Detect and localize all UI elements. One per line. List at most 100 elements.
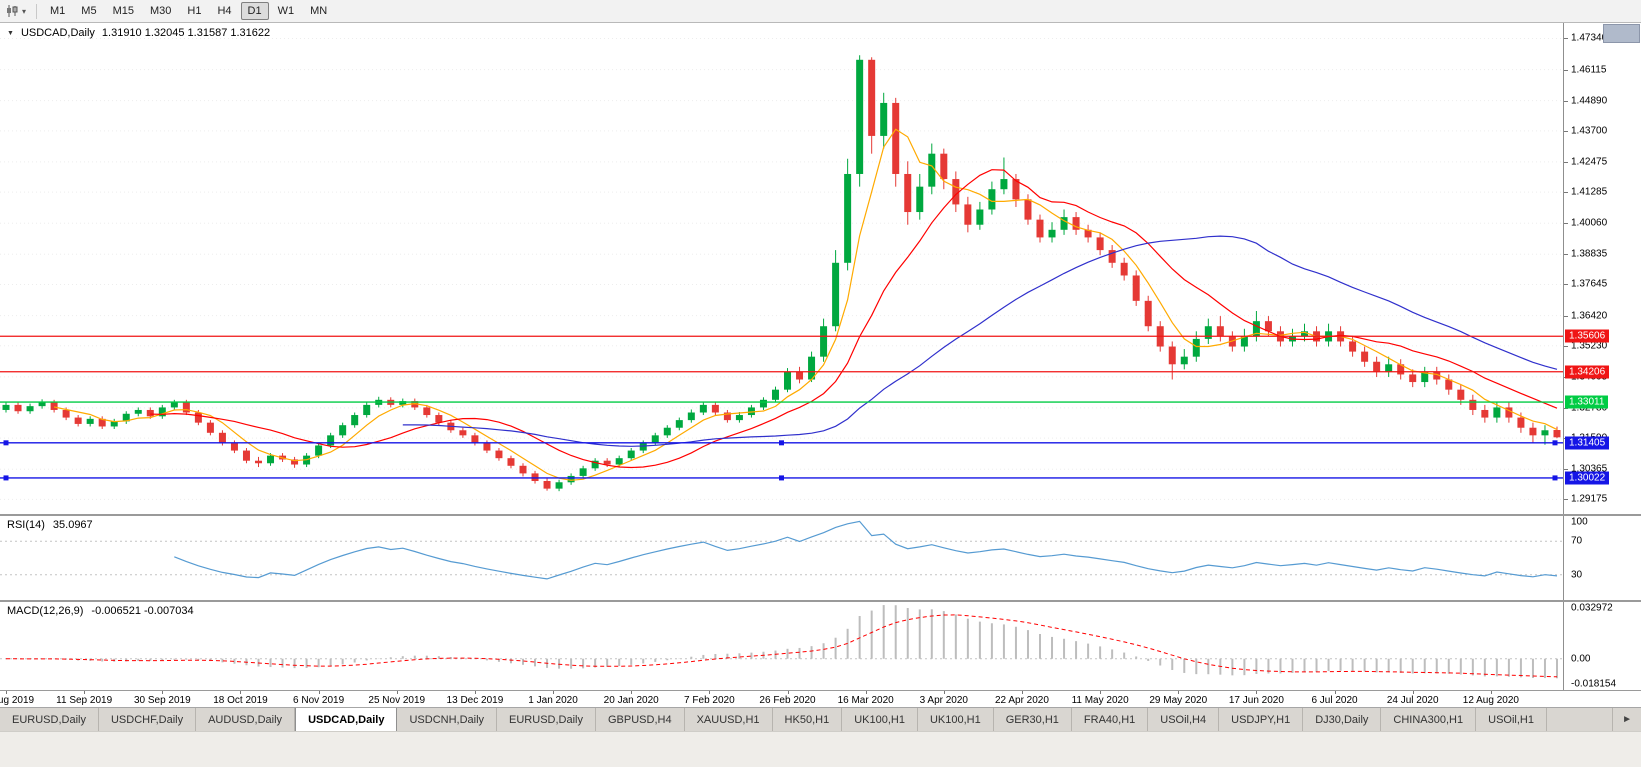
date-label: 18 Oct 2019 [213, 695, 268, 706]
date-tick [474, 691, 476, 694]
tf-button-d1[interactable]: D1 [240, 2, 269, 20]
tab-fra40-h1[interactable]: FRA40,H1 [1072, 708, 1149, 731]
macd-scale: 0.032972 0.00 -0.018154 [1563, 602, 1641, 690]
price-tick-label: 1.37645 [1571, 278, 1608, 290]
macd-label: MACD(12,26,9) -0.006521 -0.007034 [7, 605, 194, 617]
symbol-dropdown-icon[interactable]: ▼ [7, 29, 14, 37]
hline-handle[interactable] [3, 440, 9, 446]
tab-uk100-h1[interactable]: UK100,H1 [842, 708, 918, 731]
price-tick-mark [1564, 69, 1568, 71]
rsi-label: RSI(14) 35.0967 [7, 519, 93, 531]
candlestick-chart-icon[interactable] [5, 4, 20, 18]
date-label: 13 Dec 2019 [446, 695, 504, 706]
price-tick-label: 1.38835 [1571, 248, 1608, 260]
date-label: 17 Jun 2020 [1228, 695, 1284, 706]
hline-handle[interactable] [1552, 440, 1558, 446]
price-tick-mark [1564, 345, 1568, 347]
tab-eurusd-daily[interactable]: EURUSD,Daily [0, 708, 99, 731]
date-tick [709, 691, 711, 694]
price-tick-label: 1.43700 [1571, 125, 1608, 137]
scale-scrollbar-thumb[interactable] [1603, 24, 1640, 43]
tf-button-m1[interactable]: M1 [50, 5, 66, 17]
date-tick [1021, 691, 1023, 694]
tab-dj30-daily[interactable]: DJ30,Daily [1303, 708, 1382, 731]
price-tick-mark [1564, 130, 1568, 132]
price-tick-label: 1.40060 [1571, 217, 1608, 229]
date-label: 23 Aug 2019 [0, 695, 35, 706]
date-tick [84, 691, 86, 694]
price-tick-mark [1564, 315, 1568, 317]
tab-usdcnh-daily[interactable]: USDCNH,Daily [397, 708, 498, 731]
date-label: 7 Feb 2020 [684, 695, 735, 706]
price-tick-label: 1.44890 [1571, 95, 1608, 107]
price-tick-mark [1564, 192, 1568, 194]
date-label: 11 Sep 2019 [56, 695, 113, 706]
hline-price-label: 1.34206 [1565, 365, 1610, 379]
price-tick-label: 1.30365 [1571, 463, 1608, 475]
ma-34-line [402, 235, 1558, 447]
date-tick [1334, 691, 1336, 694]
date-tick [240, 691, 242, 694]
date-label: 20 Jan 2020 [603, 695, 659, 706]
date-label: 6 Jul 2020 [1311, 695, 1358, 706]
macd-panel: 0.032972 0.00 -0.018154 MACD(12,26,9) -0.0… [0, 602, 1641, 690]
tf-button-h4[interactable]: H4 [217, 5, 232, 17]
price-tick-label: 1.47340 [1571, 32, 1608, 44]
tab-usdcad-daily[interactable]: USDCAD,Daily [295, 708, 398, 731]
price-tick-mark [1564, 161, 1568, 163]
hline-handle[interactable] [1552, 475, 1558, 481]
price-tick-label: 1.36420 [1571, 310, 1608, 322]
tf-button-h1[interactable]: H1 [187, 5, 202, 17]
tab-scroll-right-button[interactable]: ► [1612, 708, 1641, 731]
tab-gbpusd-h4[interactable]: GBPUSD,H4 [596, 708, 685, 731]
tab-usoil-h4[interactable]: USOil,H4 [1148, 708, 1220, 731]
tab-uk100-h1[interactable]: UK100,H1 [918, 708, 994, 731]
tab-usdchf-daily[interactable]: USDCHF,Daily [99, 708, 197, 731]
tab-usdjpy-h1[interactable]: USDJPY,H1 [1219, 708, 1304, 731]
date-tick [1412, 691, 1414, 694]
date-label: 1 Jan 2020 [528, 695, 578, 706]
tab-eurusd-daily[interactable]: EURUSD,Daily [497, 708, 596, 731]
chart-type-dropdown-arrow[interactable]: ▾ [22, 6, 27, 16]
hline-handle[interactable] [779, 475, 784, 481]
date-tick [6, 691, 7, 694]
date-label: 16 Mar 2020 [837, 695, 894, 706]
date-label: 26 Feb 2020 [759, 695, 816, 706]
price-tick-mark [1564, 100, 1568, 102]
tab-china300-h1[interactable]: CHINA300,H1 [1381, 708, 1477, 731]
toolbar-separator [36, 3, 38, 19]
tf-button-m5[interactable]: M5 [81, 5, 97, 17]
date-label: 30 Sep 2019 [133, 695, 191, 706]
price-tick-mark [1564, 38, 1568, 40]
tf-button-w1[interactable]: W1 [277, 5, 295, 17]
hline-price-label: 1.30022 [1565, 471, 1610, 485]
time-axis-labels: 23 Aug 2019 11 Sep 2019 30 Sep 2019 18 Oct … [0, 691, 1563, 707]
ma-13-line [150, 169, 1558, 469]
macd-tick-label: 0.032972 [1571, 602, 1613, 614]
hline-handle[interactable] [779, 440, 784, 446]
rsi-tick-label: 100 [1571, 516, 1588, 528]
tf-button-m30[interactable]: M30 [149, 5, 172, 17]
hline-price-label: 1.35606 [1565, 329, 1610, 343]
rsi-tick-label: 30 [1571, 569, 1583, 581]
date-label: 29 May 2020 [1149, 695, 1208, 706]
macd-tick-label: -0.018154 [1571, 678, 1617, 690]
tab-xauusd-h1[interactable]: XAUUSD,H1 [685, 708, 773, 731]
price-tick-mark [1564, 254, 1568, 256]
hline-price-label: 1.31405 [1565, 436, 1610, 450]
hline-price-label: 1.33011 [1565, 395, 1609, 409]
main-chart-panel: 1.47340 1.46115 1.44890 1.43700 1.42475 1.412… [0, 23, 1641, 516]
tf-button-m15[interactable]: M15 [112, 5, 134, 17]
date-tick [1178, 691, 1180, 694]
tab-hk50-h1[interactable]: HK50,H1 [773, 708, 843, 731]
tab-audusd-daily[interactable]: AUDUSD,Daily [196, 708, 296, 731]
date-tick [553, 691, 555, 694]
hline-handle[interactable] [3, 475, 9, 481]
tf-button-mn[interactable]: MN [310, 5, 328, 17]
date-tick [162, 691, 164, 694]
chart-area: 1.47340 1.46115 1.44890 1.43700 1.42475 1.412… [0, 23, 1641, 707]
tab-ger30-h1[interactable]: GER30,H1 [994, 708, 1072, 731]
tab-usoil-h1[interactable]: USOil,H1 [1476, 708, 1547, 731]
macd-signal-line [6, 614, 1558, 678]
